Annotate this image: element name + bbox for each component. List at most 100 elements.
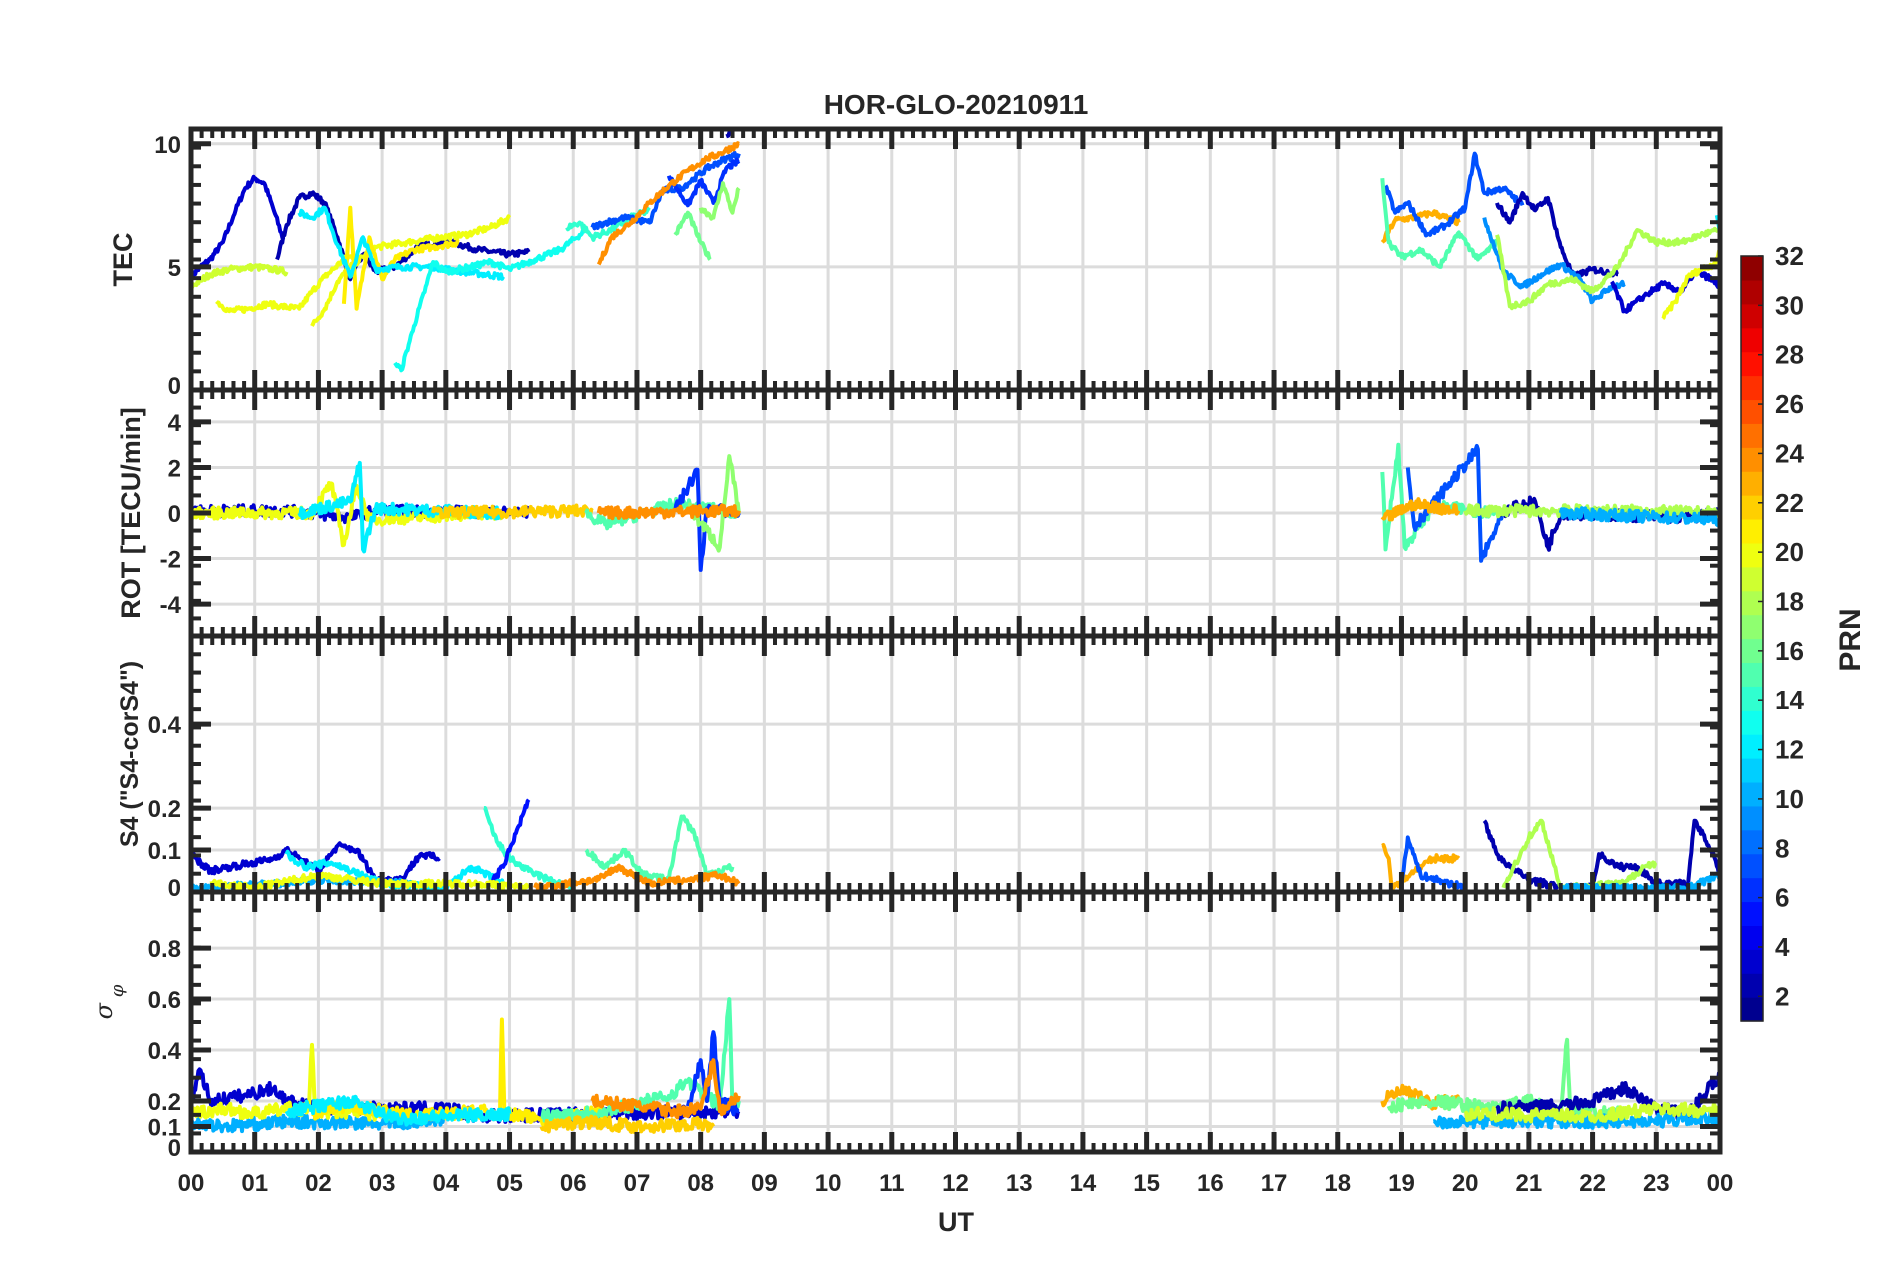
x-tick-label: 11: [879, 1170, 904, 1197]
y-axis-label: ROT [TECU/min]: [116, 407, 146, 618]
colorbar-frame: [1740, 255, 1764, 1022]
series-group: [191, 129, 1720, 373]
colorbar-swatch: [1741, 686, 1763, 711]
x-tick-label: 18: [1324, 1170, 1351, 1197]
series-line-prn-7: [1383, 151, 1525, 238]
x-tick-label: 12: [942, 1170, 969, 1197]
colorbar-swatch: [1741, 997, 1763, 1022]
x-tick-label: 10: [815, 1170, 842, 1197]
colorbar-tick-label: 8: [1775, 833, 1789, 863]
series-line-prn-3: [191, 174, 286, 281]
series-line-prn-13: [393, 226, 588, 373]
colorbar-swatch: [1741, 399, 1763, 424]
x-tick-label: 20: [1452, 1170, 1479, 1197]
x-axis-label: UT: [938, 1207, 974, 1237]
colorbar-tick-label: 22: [1775, 488, 1804, 518]
colorbar-swatch: [1741, 925, 1763, 950]
colorbar-tick-label: 12: [1775, 735, 1804, 765]
series-group: [191, 798, 1720, 892]
series-line-prn-10: [191, 1112, 448, 1134]
colorbar-tick-label: 32: [1775, 241, 1804, 271]
series-group: [191, 442, 1720, 572]
x-tick-label: 01: [241, 1170, 268, 1197]
y-tick-label: 0.8: [148, 936, 181, 963]
x-tick-label: 23: [1643, 1170, 1670, 1197]
panel-1: 0 5 10 TEC: [108, 126, 1723, 400]
colorbar-swatch: [1741, 781, 1763, 807]
series-line-prn-6: [673, 467, 741, 572]
series-line-prn-16: [673, 210, 712, 261]
colorbar-tick-label: 6: [1775, 883, 1789, 913]
x-tick-label: 15: [1133, 1170, 1160, 1197]
colorbar-swatch: [1741, 853, 1763, 879]
colorbar-swatch: [1741, 973, 1763, 998]
panel-2: -4 -2 0 2 4 ROT [TECU/min]: [116, 387, 1723, 639]
y-tick-label: 4: [168, 410, 182, 437]
y-tick-label: 0: [168, 501, 181, 528]
y-axis-label: σ φ: [90, 984, 128, 1019]
series-line-prn-7: [1399, 835, 1468, 892]
y-tick-label: 0.4: [148, 712, 182, 739]
colorbar-swatch: [1741, 805, 1763, 831]
series-line-prn-19: [1463, 1101, 1720, 1124]
y-tick-label: 2: [168, 455, 181, 482]
x-tick-label: 19: [1388, 1170, 1415, 1197]
series-line-prn-22: [539, 1114, 716, 1135]
series-line-prn-19: [191, 262, 289, 290]
series-line-prn-9: [1482, 217, 1626, 305]
y-axis-label: S4 ("S4-corS4"): [116, 661, 144, 847]
series-line-prn-17: [698, 181, 741, 221]
panel-3: 0 0.1 0.2 0.4S4 ("S4-corS4"): [116, 633, 1723, 902]
colorbar-swatch: [1741, 710, 1763, 735]
series-line-prn-20: [209, 871, 531, 892]
colorbar-tick-label: 26: [1775, 389, 1804, 419]
colorbar-tick-label: 28: [1775, 340, 1804, 370]
y-tick-label: 0: [168, 1135, 181, 1162]
series-line-prn-23: [1380, 497, 1461, 522]
y-tick-label: 0.1: [148, 838, 181, 865]
colorbar-swatch: [1741, 758, 1763, 783]
x-tick-label: 13: [1006, 1170, 1033, 1197]
series-line-prn-21: [341, 205, 460, 311]
panel-4: 00.10.2 0.4 0.6 0.8 σ φ: [90, 889, 1723, 1162]
colorbar-swatch: [1741, 734, 1763, 759]
colorbar-swatch: [1741, 447, 1763, 472]
colorbar-swatch: [1741, 566, 1763, 592]
colorbar-swatch: [1741, 303, 1763, 329]
series-line-prn-22: [431, 503, 594, 521]
colorbar-swatch: [1741, 279, 1763, 305]
colorbar-swatch: [1741, 495, 1763, 520]
colorbar-swatch: [1741, 351, 1763, 377]
x-tick-label: 00: [1707, 1170, 1734, 1197]
x-tick-label: 17: [1261, 1170, 1288, 1197]
series-line-prn-24: [596, 141, 740, 266]
x-tick-label: 05: [496, 1170, 523, 1197]
colorbar-tick-label: 20: [1775, 537, 1804, 567]
y-tick-label: 0.4: [148, 1038, 182, 1065]
series-line-prn-6: [685, 1030, 740, 1117]
x-tick-label: 04: [432, 1170, 459, 1197]
colorbar-swatch: [1741, 829, 1763, 855]
series-line-prn-2: [1495, 191, 1619, 279]
colorbar-swatch: [1741, 327, 1763, 353]
colorbar-swatch: [1741, 614, 1763, 640]
series-line-prn-3: [1610, 268, 1720, 314]
chart-title: HOR-GLO-20210911: [824, 89, 1089, 120]
series-line-prn-20: [215, 253, 359, 314]
y-tick-label: 5: [168, 255, 181, 282]
series-line-prn-5: [488, 798, 531, 887]
y-tick-label: 10: [154, 132, 181, 159]
colorbar-tick-label: 10: [1775, 784, 1804, 814]
colorbar-swatch: [1741, 542, 1763, 568]
colorbar-label: PRN: [1834, 608, 1867, 671]
y-tick-label: 0.1: [148, 1115, 181, 1142]
colorbar-swatch: [1741, 518, 1763, 544]
y-tick-label: -4: [160, 592, 182, 619]
series-line-prn-23: [1380, 209, 1461, 244]
series-line-prn-12: [297, 205, 505, 281]
colorbar-tick-label: 4: [1775, 932, 1790, 962]
y-tick-label: 0: [168, 373, 181, 400]
colorbar-swatch: [1741, 471, 1763, 496]
colorbar-swatch: [1741, 949, 1763, 974]
